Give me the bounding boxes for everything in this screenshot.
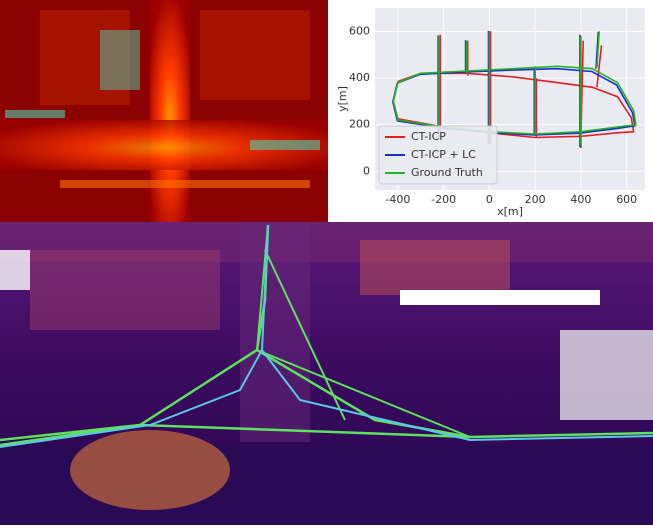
y-tick-label: 0 bbox=[363, 164, 370, 177]
y-tick-label: 400 bbox=[349, 71, 370, 84]
pointcloud-map bbox=[0, 222, 653, 525]
x-tick-label: 400 bbox=[570, 193, 591, 206]
x-tick-label: 0 bbox=[486, 193, 493, 206]
x-tick-label: -200 bbox=[431, 193, 456, 206]
legend-label: CT-ICP + LC bbox=[411, 148, 476, 161]
y-axis-label: y[m] bbox=[336, 86, 349, 112]
x-tick-label: -400 bbox=[385, 193, 410, 206]
x-tick-label: 600 bbox=[616, 193, 637, 206]
pointcloud-heatmap bbox=[0, 0, 328, 222]
trajectory bbox=[392, 31, 635, 148]
x-tick-label: 200 bbox=[525, 193, 546, 206]
y-tick-label: 200 bbox=[349, 118, 370, 131]
trajectory bbox=[391, 30, 636, 148]
y-tick-label: 600 bbox=[349, 24, 370, 37]
legend-label: CT-ICP bbox=[411, 130, 446, 143]
legend-label: Ground Truth bbox=[411, 166, 483, 179]
x-axis-label: x[m] bbox=[497, 205, 523, 218]
legend-box bbox=[378, 125, 498, 185]
trajectory bbox=[392, 31, 637, 146]
